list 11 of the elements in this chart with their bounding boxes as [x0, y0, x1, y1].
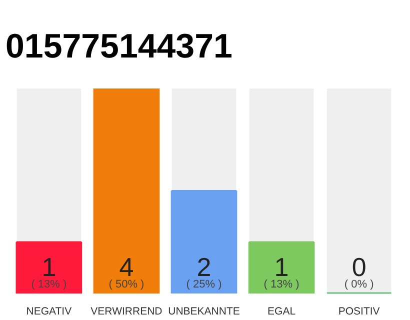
x-tick-label: EGAL [268, 306, 296, 318]
annotation: ( 0% ) [344, 278, 374, 290]
x-tick-label: NEGATIV [26, 306, 72, 318]
x-tick-label: POSITIV [338, 306, 380, 318]
x-tick-label: UNBEKANNTE [168, 306, 240, 318]
chart-title: 015775144371 [6, 28, 232, 66]
annotation: ( 13% ) [31, 278, 67, 290]
x-tick-label: VERWIRREND [90, 306, 163, 318]
annotation: ( 50% ) [108, 278, 144, 290]
annotation: ( 25% ) [186, 278, 222, 290]
annotation: ( 13% ) [264, 278, 300, 290]
